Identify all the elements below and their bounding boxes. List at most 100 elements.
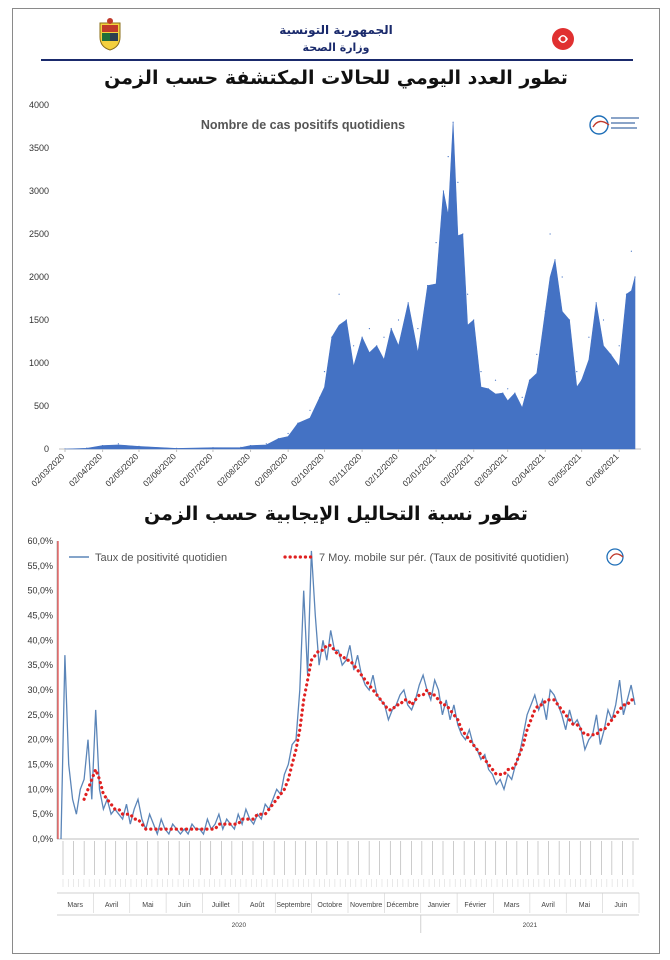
header-rule — [41, 59, 633, 61]
month-label: Juillet — [212, 902, 230, 909]
y-tick-label: 1000 — [29, 358, 49, 368]
data-point — [447, 156, 449, 158]
x-tick-label: 02/12/2020 — [363, 451, 400, 488]
x-tick-label: 02/01/2021 — [400, 451, 437, 488]
data-point — [442, 190, 444, 192]
data-point — [602, 319, 605, 321]
x-tick-label: 02/05/2021 — [546, 451, 583, 488]
data-point — [427, 285, 429, 287]
data-point — [176, 447, 178, 449]
data-point — [528, 379, 531, 381]
x-tick-label: 02/02/2021 — [438, 451, 475, 488]
daily-rate-line — [60, 550, 636, 840]
month-label: Septembre — [276, 902, 310, 909]
data-point — [462, 233, 464, 235]
health-ministry-logo-icon — [552, 28, 574, 50]
data-point — [323, 371, 326, 373]
x-tick-label: 02/06/2020 — [141, 451, 178, 488]
data-point — [309, 409, 311, 411]
data-point — [536, 353, 538, 355]
y-tick-label: 35,0% — [27, 660, 53, 670]
y-tick-label: 2000 — [29, 272, 49, 282]
data-point — [494, 379, 497, 381]
data-point — [265, 443, 267, 445]
data-point — [473, 319, 475, 321]
y-tick-label: 40,0% — [27, 635, 53, 645]
data-point — [514, 392, 516, 394]
data-point — [397, 319, 400, 321]
y-tick-label: 5,0% — [32, 809, 53, 819]
data-point — [117, 443, 119, 445]
x-tick-label: 02/08/2020 — [215, 451, 252, 488]
month-label: Avril — [541, 902, 555, 909]
chart-legend: Taux de positivité quotidien 7 Moy. mobil… — [69, 552, 569, 564]
data-point — [287, 432, 289, 435]
observatory-logo-icon — [589, 115, 639, 135]
month-label: Mars — [504, 902, 520, 909]
legend-daily-label: Taux de positivité quotidien — [95, 552, 227, 564]
y-tick-label: 20,0% — [27, 735, 53, 745]
data-point — [634, 276, 636, 278]
month-label: Mars — [67, 902, 83, 909]
x-tick-label: 02/11/2020 — [327, 451, 364, 488]
y-tick-label: 30,0% — [27, 685, 53, 695]
y-tick-label: 0 — [44, 444, 49, 454]
data-point — [568, 319, 571, 321]
x-tick-label: 02/03/2020 — [29, 451, 66, 488]
data-point — [618, 345, 620, 347]
month-label: Mai — [579, 902, 591, 909]
data-point — [212, 447, 214, 449]
data-point — [467, 293, 469, 295]
month-label: Juin — [614, 902, 627, 909]
month-label: Novembre — [350, 902, 382, 909]
data-point — [457, 181, 459, 183]
y-tick-label: 500 — [34, 401, 49, 411]
chart-title: Nombre de cas positifs quotidiens — [201, 118, 405, 132]
x-tick-label: 02/04/2021 — [510, 451, 547, 488]
data-point — [390, 328, 392, 330]
data-point — [610, 353, 612, 355]
y-tick-label: 15,0% — [27, 760, 53, 770]
cases-area — [64, 122, 636, 450]
positivity-rate-chart: 0,0% 5,0% 10,0% 15,0% 20,0% 25,0% 30,0% 35,0% 40… — [27, 536, 640, 933]
data-point — [338, 293, 340, 295]
data-point — [625, 293, 628, 295]
month-label: Juin — [178, 902, 191, 909]
month-label: Avril — [105, 902, 119, 909]
daily-cases-chart: Nombre de cas positifs quotidiens 0 500 100… — [29, 100, 641, 488]
data-point — [376, 345, 378, 347]
data-point — [319, 396, 321, 398]
y-tick-label: 45,0% — [27, 611, 53, 621]
y-tick-label: 60,0% — [27, 536, 53, 546]
x-tick-label: 02/06/2021 — [583, 451, 620, 488]
year-label: 2021 — [523, 922, 538, 929]
month-label: Février — [464, 902, 486, 909]
ministry-line-2: وزارة الصحة — [302, 41, 370, 54]
month-label: Août — [250, 902, 264, 909]
data-point — [417, 328, 419, 330]
y-tick-label: 0,0% — [32, 834, 53, 844]
data-point — [361, 336, 363, 338]
y-tick-label: 3000 — [29, 186, 49, 196]
data-point — [407, 302, 409, 304]
top-chart-title: تطور العدد اليومي للحالات المكتشفة حسب ا… — [104, 67, 568, 89]
data-point — [581, 379, 583, 381]
x-tick-label: 02/05/2020 — [103, 451, 140, 488]
y-tick-label: 10,0% — [27, 784, 53, 794]
x-tick-label: 02/07/2020 — [177, 451, 214, 488]
data-point — [544, 310, 546, 312]
data-point — [521, 396, 523, 398]
x-tick-label: 02/10/2020 — [289, 451, 326, 488]
month-label: Décembre — [386, 902, 418, 909]
data-point — [345, 319, 347, 321]
y-tick-label: 1500 — [29, 315, 49, 325]
y-tick-label: 4000 — [29, 100, 49, 110]
y-tick-label: 3500 — [29, 143, 49, 153]
month-label: Mai — [142, 902, 154, 909]
month-label: Octobre — [317, 902, 342, 909]
data-point — [138, 445, 140, 447]
infographic-frame: الجمهورية التونسية وزارة الصحة تطور العد… — [12, 8, 660, 954]
legend-average-label: 7 Moy. mobile sur pér. (Taux de positivi… — [319, 552, 569, 564]
data-point — [630, 250, 633, 252]
data-point — [452, 121, 454, 123]
